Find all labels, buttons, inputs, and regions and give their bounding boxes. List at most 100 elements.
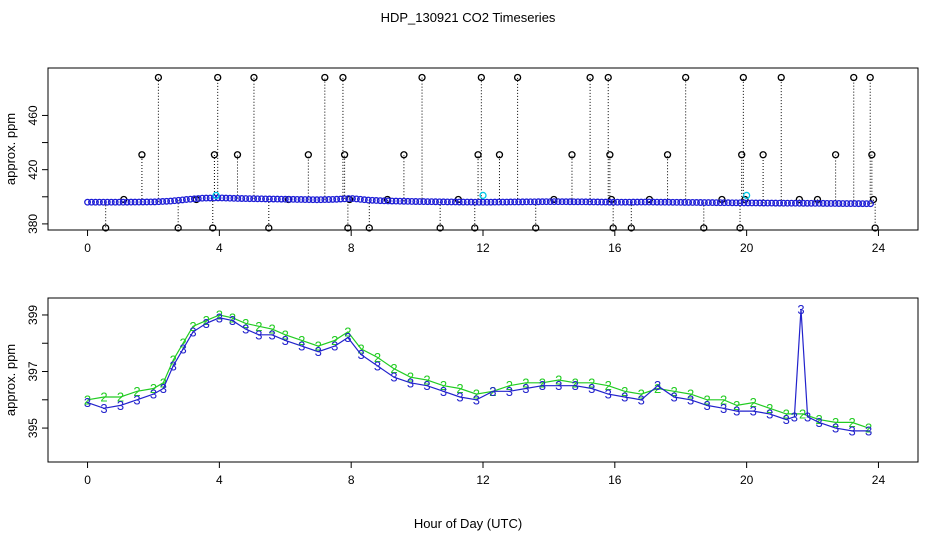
baseline-point — [716, 199, 724, 207]
baseline-point — [815, 199, 823, 207]
series-2-point: 2 — [315, 339, 322, 354]
baseline-point — [175, 196, 182, 204]
baseline-point — [823, 199, 831, 207]
spike-point — [214, 73, 222, 82]
baseline-point — [151, 198, 159, 206]
baseline-point — [594, 198, 602, 206]
baseline-point — [277, 195, 285, 203]
baseline-point — [234, 194, 242, 202]
baseline-point — [491, 198, 499, 206]
baseline-point — [317, 196, 325, 204]
baseline-point — [724, 199, 732, 207]
spike-point — [340, 151, 349, 159]
series-3-point: 3 — [766, 406, 773, 421]
baseline-point — [835, 200, 843, 207]
series-2-point: 2 — [189, 319, 196, 334]
series-3-point: 3 — [242, 322, 249, 337]
series-3-point: 3 — [687, 392, 694, 407]
baseline-point — [665, 198, 673, 206]
flagged-point — [742, 191, 751, 200]
baseline-point — [440, 198, 447, 206]
series-2-point: 2 — [203, 313, 210, 328]
baseline-point — [752, 199, 760, 207]
bottom-y-tick-label: 395 — [26, 418, 40, 438]
baseline-point — [451, 198, 459, 206]
baseline-point — [285, 195, 293, 203]
baseline-point — [416, 198, 424, 206]
baseline-point — [566, 198, 574, 206]
baseline-point — [610, 198, 617, 206]
baseline-point — [388, 197, 396, 205]
baseline-point — [863, 200, 871, 208]
baseline-point — [748, 199, 756, 207]
baseline-point — [155, 198, 163, 206]
baseline-point — [538, 198, 546, 206]
top-x-tick-label: 0 — [84, 241, 91, 255]
baseline-point — [847, 200, 855, 208]
bottom-x-tick-label: 24 — [872, 473, 886, 487]
series-2-point: 2 — [588, 375, 595, 390]
bottom-x-tick-label: 4 — [216, 473, 223, 487]
spike-point — [627, 224, 635, 232]
series-3-point: 3 — [344, 330, 351, 345]
baseline-point — [471, 198, 479, 206]
baseline-point — [273, 195, 281, 203]
series-2-point: 2 — [506, 378, 513, 393]
baseline-point — [499, 198, 507, 206]
spike-point — [102, 224, 110, 232]
series-3-point: 3 — [117, 398, 124, 413]
spike-point — [265, 224, 273, 232]
top-y-tick-label: 460 — [26, 105, 40, 125]
series-2-point: 2 — [255, 319, 262, 334]
baseline-point — [550, 198, 558, 206]
baseline-point — [163, 197, 171, 205]
series-3-point: 3 — [423, 378, 430, 393]
series-2-point: 2 — [117, 389, 124, 404]
top-x-tick-label: 16 — [608, 241, 622, 255]
spike-point — [739, 73, 747, 82]
baseline-point — [495, 198, 503, 206]
baseline-point — [254, 195, 262, 203]
baseline-point — [764, 199, 772, 207]
baseline-point — [712, 199, 720, 207]
spike-point — [513, 73, 522, 82]
baseline-point — [768, 199, 776, 207]
baseline-point — [570, 198, 578, 206]
baseline-point — [558, 198, 566, 206]
baseline-point — [226, 194, 234, 202]
baseline-point — [534, 198, 542, 206]
spike-point — [795, 195, 804, 204]
series-3-line — [87, 309, 869, 432]
baseline-point — [115, 198, 123, 206]
spike-point — [606, 151, 614, 159]
baseline-point — [598, 198, 606, 206]
baseline-point — [443, 198, 451, 206]
baseline-point — [637, 198, 645, 206]
series-3-point: 3 — [703, 398, 710, 413]
baseline-point — [159, 198, 167, 205]
baseline-point — [84, 198, 91, 206]
series-2-point: 2 — [423, 373, 430, 388]
series-3-point: 3 — [588, 381, 595, 396]
series-3-point: 3 — [357, 347, 364, 362]
baseline-point — [171, 197, 178, 205]
baseline-point — [527, 198, 534, 206]
series-3-point: 3 — [489, 384, 496, 399]
baseline-point — [167, 197, 175, 205]
series-3-point: 3 — [150, 387, 157, 402]
top-spikes — [102, 73, 879, 232]
spike-point — [233, 151, 242, 159]
baseline-point — [685, 198, 693, 206]
series-3-point: 3 — [255, 327, 262, 342]
baseline-point — [329, 195, 337, 203]
baseline-point — [186, 195, 194, 203]
baseline-point — [293, 195, 301, 203]
series-3-point: 3 — [473, 392, 480, 407]
baseline-point — [515, 198, 523, 206]
series-3-point: 3 — [605, 387, 612, 402]
series-3-point: 3 — [750, 404, 757, 419]
baseline-point — [436, 198, 443, 206]
spike-point — [682, 73, 690, 82]
baseline-point — [95, 198, 103, 206]
